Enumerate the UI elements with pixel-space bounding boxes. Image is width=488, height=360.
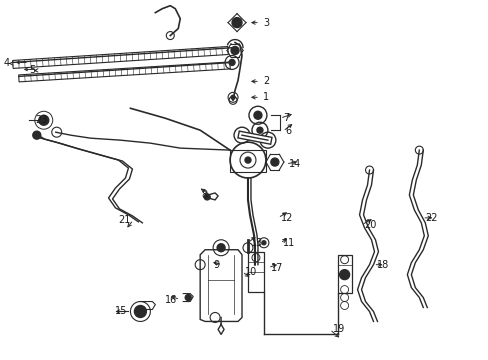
Text: 12: 12	[280, 213, 293, 223]
Text: 4: 4	[4, 58, 10, 68]
Text: 8: 8	[201, 190, 207, 200]
Circle shape	[39, 115, 49, 125]
Circle shape	[256, 127, 263, 133]
Circle shape	[134, 306, 146, 318]
Text: 5: 5	[29, 66, 36, 76]
Text: 14: 14	[288, 159, 301, 169]
Text: 7: 7	[282, 113, 288, 123]
Text: 10: 10	[244, 267, 257, 276]
Text: 1: 1	[263, 92, 268, 102]
Circle shape	[262, 241, 265, 245]
Circle shape	[244, 157, 250, 163]
Text: 17: 17	[270, 263, 283, 273]
Circle shape	[33, 131, 41, 139]
Text: 11: 11	[282, 238, 294, 248]
Circle shape	[339, 270, 349, 280]
Text: 16: 16	[164, 294, 177, 305]
Text: 23: 23	[35, 115, 48, 125]
Circle shape	[228, 59, 235, 66]
Circle shape	[185, 294, 191, 301]
Circle shape	[232, 18, 242, 28]
Bar	[229, 150, 265, 172]
Circle shape	[239, 132, 244, 138]
Text: 18: 18	[376, 260, 388, 270]
Circle shape	[270, 158, 278, 166]
Text: 22: 22	[425, 213, 437, 223]
Bar	[247, 252, 264, 292]
Bar	[337, 255, 351, 293]
Text: 3: 3	[263, 18, 268, 28]
Circle shape	[217, 244, 224, 252]
Text: 9: 9	[213, 260, 219, 270]
Text: 21: 21	[118, 215, 130, 225]
Circle shape	[253, 111, 262, 119]
Text: 6: 6	[285, 126, 291, 136]
Circle shape	[230, 46, 239, 54]
Text: 2: 2	[263, 76, 268, 86]
Circle shape	[264, 137, 270, 143]
Circle shape	[230, 95, 235, 99]
Text: 15: 15	[115, 306, 127, 316]
Text: 13: 13	[250, 238, 263, 248]
Circle shape	[203, 194, 210, 200]
Text: 19: 19	[332, 324, 344, 334]
Text: 20: 20	[364, 220, 376, 230]
